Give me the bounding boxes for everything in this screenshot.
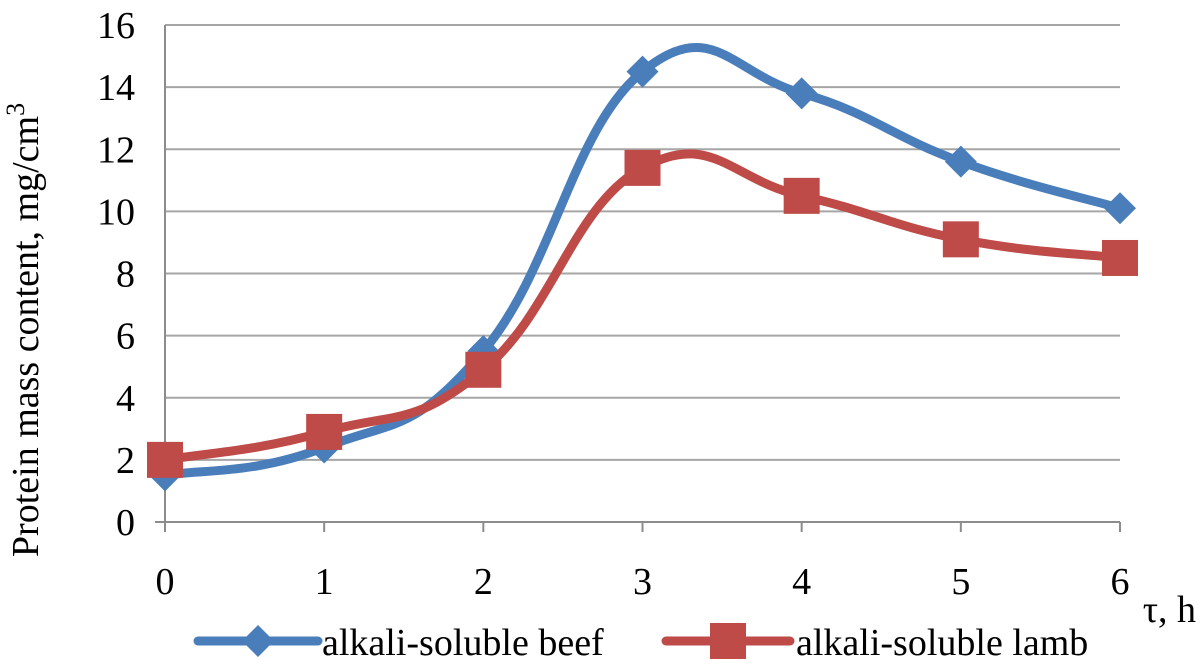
y-tick-label: 4 bbox=[116, 378, 135, 420]
data-point bbox=[942, 221, 979, 258]
legend-item: alkali-soluble beef bbox=[193, 622, 604, 664]
data-point bbox=[147, 441, 183, 478]
data-point bbox=[626, 55, 659, 88]
series-0 bbox=[149, 43, 1136, 492]
y-tick-label: 16 bbox=[97, 5, 135, 47]
x-tick-label: 6 bbox=[1111, 561, 1130, 603]
data-point bbox=[1104, 192, 1136, 225]
x-tick-label: 4 bbox=[792, 561, 811, 603]
legend-item: alkali-soluble lamb bbox=[661, 622, 1088, 664]
data-point bbox=[783, 177, 820, 214]
x-tick-label: 0 bbox=[156, 561, 175, 603]
legend-marker bbox=[710, 623, 746, 659]
y-tick-label: 6 bbox=[116, 316, 135, 358]
data-point bbox=[306, 413, 343, 450]
y-tick-label: 12 bbox=[97, 129, 135, 171]
legend-label: alkali-soluble lamb bbox=[796, 622, 1088, 664]
series-1 bbox=[147, 149, 1138, 478]
x-axis-title: τ, h bbox=[1143, 589, 1196, 631]
legend: alkali-soluble beef alkali-soluble lamb bbox=[193, 622, 1088, 664]
x-tick-label: 5 bbox=[951, 561, 970, 603]
data-point bbox=[465, 351, 502, 388]
data-point bbox=[624, 149, 661, 186]
axes bbox=[155, 25, 1121, 532]
data-point bbox=[1102, 239, 1138, 276]
legend-marker bbox=[242, 625, 274, 657]
data-point bbox=[785, 77, 818, 110]
y-axis-title: Protein mass content, mg/cm3 bbox=[1, 103, 47, 557]
gridlines bbox=[165, 24, 1120, 461]
x-tick-label: 3 bbox=[633, 561, 652, 603]
x-tick-label: 2 bbox=[474, 561, 493, 603]
y-tick-label: 10 bbox=[97, 191, 135, 233]
y-tick-label: 2 bbox=[116, 440, 135, 482]
series-group bbox=[147, 43, 1138, 492]
series-line bbox=[160, 43, 1125, 480]
y-tick-label: 14 bbox=[97, 67, 135, 109]
legend-label: alkali-soluble beef bbox=[322, 622, 604, 664]
y-tick-label: 0 bbox=[116, 502, 135, 544]
x-tick-label: 1 bbox=[315, 561, 334, 603]
y-tick-label: 8 bbox=[116, 254, 135, 296]
data-point bbox=[944, 145, 977, 178]
